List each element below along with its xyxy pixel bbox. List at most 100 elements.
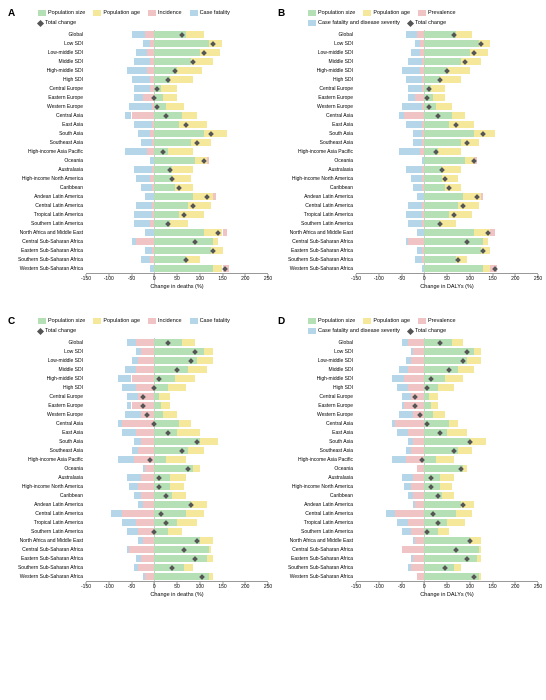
- bars: [356, 102, 538, 111]
- bars: [86, 419, 268, 428]
- chart-row: Australasia: [356, 165, 538, 174]
- bars: [86, 30, 268, 39]
- bar: [141, 438, 155, 445]
- bar: [424, 40, 479, 47]
- bars: [86, 338, 268, 347]
- bars: [86, 264, 268, 273]
- bar: [122, 519, 136, 526]
- chart-row: Global: [86, 338, 268, 347]
- bar: [134, 438, 141, 445]
- bar: [422, 139, 424, 146]
- bar: [404, 375, 424, 382]
- chart-row: Low-middle SDI: [356, 356, 538, 365]
- bar: [172, 166, 192, 173]
- row-label: High-middle SDI: [47, 68, 86, 74]
- bars: [356, 48, 538, 57]
- bar: [154, 420, 179, 427]
- chart-row: Western Europe: [356, 410, 538, 419]
- tick-label: -100: [374, 276, 384, 282]
- row-label: Andean Latin America: [34, 502, 86, 508]
- legend-label: Population size: [48, 10, 85, 16]
- row-label: Middle SDI: [329, 59, 356, 65]
- legend: Population sizePopulation ageIncidenceCa…: [38, 10, 268, 26]
- swatch-icon: [148, 10, 156, 16]
- chart-row: Central Sub-Saharan Africa: [86, 545, 268, 554]
- bars: [356, 210, 538, 219]
- bars: [356, 473, 538, 482]
- bar: [141, 492, 155, 499]
- swatch-icon: [93, 10, 101, 16]
- bar: [136, 238, 154, 245]
- bars: [356, 491, 538, 500]
- row-label: Central Latin America: [305, 203, 356, 209]
- chart-row: North Africa and Middle East: [356, 228, 538, 237]
- bars: [356, 419, 538, 428]
- chart-row: Low-middle SDI: [86, 356, 268, 365]
- bar: [433, 411, 444, 418]
- bars: [356, 455, 538, 464]
- bar: [411, 555, 413, 562]
- bar: [200, 537, 214, 544]
- bars: [356, 66, 538, 75]
- bar: [406, 447, 411, 454]
- chart-row: Central Latin America: [86, 201, 268, 210]
- bar: [436, 103, 452, 110]
- bar: [411, 357, 425, 364]
- bar: [141, 184, 152, 191]
- bar: [422, 157, 424, 164]
- tick-label: 50: [174, 276, 180, 282]
- x-axis-label: Change in DALYs (%): [356, 592, 538, 598]
- chart-row: Southern Latin America: [356, 219, 538, 228]
- bar: [392, 456, 406, 463]
- tick-label: 50: [174, 584, 180, 590]
- row-label: Central Asia: [56, 113, 86, 119]
- tick-label: 0: [153, 584, 156, 590]
- row-label: Tropical Latin America: [34, 212, 86, 218]
- chart-row: Tropical Latin America: [356, 518, 538, 527]
- chart-row: High-middle SDI: [86, 66, 268, 75]
- x-axis: -150-100-50050100150200250Change in DALY…: [356, 581, 538, 596]
- tick-label: -150: [351, 276, 361, 282]
- bar: [424, 537, 470, 544]
- bars: [356, 93, 538, 102]
- bar: [136, 555, 141, 562]
- bar: [411, 175, 422, 182]
- bar: [456, 31, 472, 38]
- chart-row: Central Europe: [356, 84, 538, 93]
- bar: [424, 184, 444, 191]
- bar: [392, 420, 394, 427]
- chart-row: Central Europe: [356, 392, 538, 401]
- bars: [356, 401, 538, 410]
- legend-item: Population age: [93, 318, 140, 324]
- bars: [356, 365, 538, 374]
- bar: [424, 402, 431, 409]
- bar: [145, 31, 154, 38]
- bars: [356, 428, 538, 437]
- row-label: Middle SDI: [59, 367, 86, 373]
- row-label: Australasia: [58, 167, 86, 173]
- swatch-icon: [38, 10, 46, 16]
- row-label: Eastern Europe: [48, 95, 86, 101]
- bar: [477, 555, 482, 562]
- bars: [86, 84, 268, 93]
- chart-row: Western Sub-Saharan Africa: [86, 264, 268, 273]
- bar: [175, 375, 195, 382]
- row-label: Southeast Asia: [50, 140, 86, 146]
- chart-row: High-income North America: [86, 482, 268, 491]
- bar: [408, 85, 422, 92]
- chart-row: Central Sub-Saharan Africa: [86, 237, 268, 246]
- chart-row: Global: [356, 338, 538, 347]
- bar: [154, 49, 200, 56]
- bars: [86, 572, 268, 581]
- chart-row: North Africa and Middle East: [356, 536, 538, 545]
- row-label: North Africa and Middle East: [20, 538, 86, 544]
- row-label: High-middle SDI: [47, 376, 86, 382]
- tick-label: 100: [466, 276, 474, 282]
- chart-row: Eastern Sub-Saharan Africa: [356, 246, 538, 255]
- chart-row: Andean Latin America: [356, 500, 538, 509]
- tick-label: 100: [196, 276, 204, 282]
- bars: [86, 111, 268, 120]
- chart-row: South Asia: [86, 129, 268, 138]
- bars: [356, 156, 538, 165]
- swatch-icon: [308, 20, 316, 26]
